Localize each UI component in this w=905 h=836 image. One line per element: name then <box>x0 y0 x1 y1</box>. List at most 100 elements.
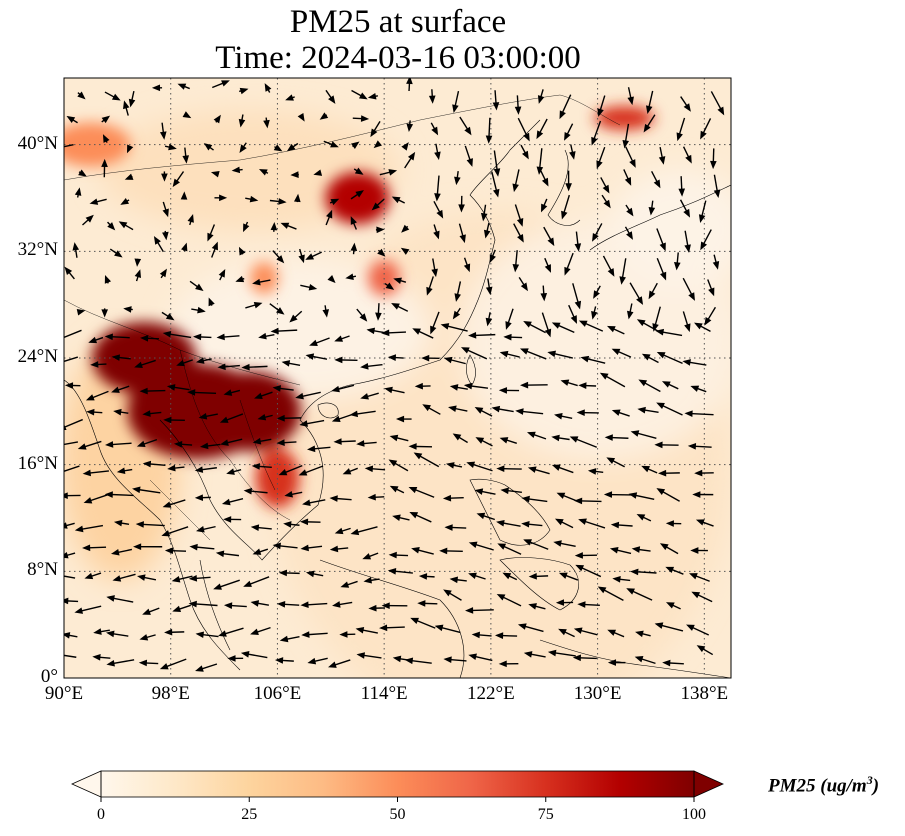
wind-arrow <box>243 487 268 495</box>
map-plot-area <box>64 78 731 678</box>
wind-arrow <box>452 90 460 113</box>
wind-arrow <box>188 575 211 582</box>
wind-arrow <box>223 602 247 609</box>
wind-arrow <box>654 622 684 632</box>
wind-arrow <box>139 387 166 395</box>
wind-arrow <box>334 356 358 364</box>
wind-arrow <box>272 385 294 392</box>
wind-arrow <box>412 328 434 339</box>
wind-arrow <box>445 462 463 469</box>
wind-arrow <box>431 258 438 278</box>
wind-arrow <box>106 659 135 667</box>
wind-arrow <box>300 601 328 609</box>
wind-arrow <box>269 303 285 315</box>
wind-arrow <box>606 457 625 468</box>
wind-arrow <box>560 379 578 387</box>
wind-arrow <box>241 363 268 371</box>
wind-arrow <box>111 385 130 393</box>
wind-arrow <box>384 282 395 290</box>
colorbar-extend-low <box>71 770 102 798</box>
wind-arrow <box>329 495 352 502</box>
wind-arrow <box>195 631 219 639</box>
wind-arrow <box>181 242 188 252</box>
wind-arrow <box>626 588 653 601</box>
wind-arrow <box>218 627 244 637</box>
wind-arrow <box>278 569 300 577</box>
wind-arrow <box>134 359 156 369</box>
wind-arrow <box>373 140 382 149</box>
wind-arrow <box>518 277 528 292</box>
wind-arrow <box>449 384 468 391</box>
lat-tick-label: 24°N <box>17 346 58 367</box>
wind-arrow <box>682 146 692 164</box>
wind-arrow <box>627 87 634 106</box>
wind-arrow <box>576 409 599 416</box>
wind-arrow <box>485 312 493 327</box>
wind-arrow <box>82 214 94 226</box>
plot-title-line-1: PM25 at surface <box>289 4 507 40</box>
wind-arrow <box>264 83 272 93</box>
wind-arrow <box>142 607 160 615</box>
wind-arrow <box>142 460 166 468</box>
wind-arrow <box>102 134 110 143</box>
wind-arrow <box>364 465 386 473</box>
wind-arrow <box>329 545 349 553</box>
wind-arrow <box>101 115 111 124</box>
wind-arrow <box>503 333 523 341</box>
wind-arrow <box>272 542 298 550</box>
wind-arrow <box>673 252 681 271</box>
wind-arrow <box>368 604 386 612</box>
wind-arrow <box>252 548 269 555</box>
wind-arrow <box>558 628 575 638</box>
wind-arrow <box>351 89 368 100</box>
wind-arrow <box>176 359 193 367</box>
wind-arrow <box>500 487 522 495</box>
colorbar-tick-label: 0 <box>97 806 105 823</box>
wind-arrow <box>182 111 192 119</box>
wind-arrow <box>239 142 247 154</box>
wind-arrow <box>250 524 272 531</box>
lat-tick-label: 0° <box>40 666 58 687</box>
wind-arrow <box>231 166 243 174</box>
wind-arrow <box>523 651 546 658</box>
wind-arrow <box>64 465 80 475</box>
wind-arrow <box>301 631 328 638</box>
wind-arrow <box>333 438 356 445</box>
wind-arrow <box>203 143 214 151</box>
wind-arrow <box>112 573 136 582</box>
lon-tick-label: 106°E <box>253 683 302 704</box>
wind-arrow <box>631 546 651 553</box>
wind-arrow <box>401 224 410 233</box>
wind-arrow <box>577 601 600 608</box>
wind-arrow <box>272 250 285 264</box>
wind-arrow <box>547 350 574 359</box>
wind-arrow <box>578 382 597 389</box>
wind-arrow <box>684 230 691 253</box>
wind-arrow <box>682 277 695 301</box>
wind-arrow <box>574 231 582 252</box>
wind-arrow <box>678 176 686 197</box>
wind-arrow <box>370 121 381 138</box>
wind-arrow <box>700 229 712 251</box>
wind-arrow <box>572 654 597 662</box>
wind-arrow <box>513 223 524 243</box>
wind-arrow <box>694 469 714 477</box>
lon-tick-label: 98°E <box>151 683 190 704</box>
wind-arrow <box>379 169 398 176</box>
wind-arrow <box>199 442 221 450</box>
wind-arrow <box>198 413 218 420</box>
wind-arrow <box>300 284 318 291</box>
wind-arrow <box>561 194 571 220</box>
wind-arrow <box>480 204 488 222</box>
wind-arrow <box>686 624 710 636</box>
wind-arrow <box>414 382 431 390</box>
wind-arrow <box>389 434 409 442</box>
wind-arrow <box>379 624 405 632</box>
wind-arrow <box>257 413 273 421</box>
wind-arrow <box>498 660 519 668</box>
colorbar-tick-label: 50 <box>389 806 406 823</box>
wind-arrow <box>113 408 129 416</box>
wind-arrow <box>463 257 471 273</box>
wind-arrow <box>270 222 278 232</box>
